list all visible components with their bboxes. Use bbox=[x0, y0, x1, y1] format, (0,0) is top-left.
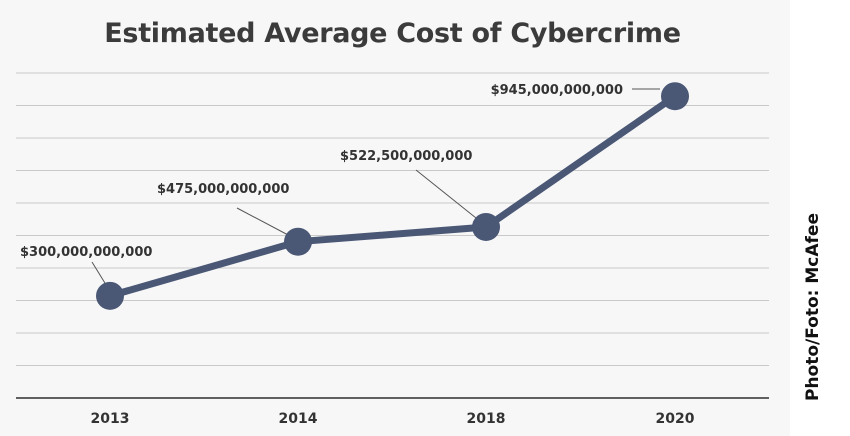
data-labels: $300,000,000,000 $475,000,000,000 $522,500… bbox=[20, 83, 623, 260]
data-point bbox=[284, 227, 312, 256]
x-tick-label: 2014 bbox=[279, 411, 318, 427]
leader-line bbox=[236, 207, 291, 237]
line-chart: 2013 2014 2018 2020 $300,000,000,000 $475,00… bbox=[16, 72, 769, 427]
data-point bbox=[661, 82, 689, 111]
source-credit: Photo/Foto: McAfee bbox=[803, 213, 823, 401]
data-point bbox=[472, 212, 500, 241]
data-label: $945,000,000,000 bbox=[491, 83, 623, 98]
gridlines bbox=[16, 72, 769, 399]
data-label: $475,000,000,000 bbox=[157, 182, 289, 197]
x-axis: 2013 2014 2018 2020 bbox=[91, 411, 695, 427]
x-tick-label: 2020 bbox=[656, 411, 695, 427]
chart-panel: Estimated Average Cost of Cybercrime 201… bbox=[16, 18, 769, 427]
series-line bbox=[106, 92, 679, 300]
data-label: $522,500,000,000 bbox=[340, 149, 472, 164]
leader-line bbox=[415, 169, 477, 219]
data-point bbox=[96, 281, 124, 310]
x-tick-label: 2013 bbox=[91, 411, 130, 427]
series-lines bbox=[106, 92, 679, 300]
chart-title: Estimated Average Cost of Cybercrime bbox=[104, 18, 681, 49]
data-label: $300,000,000,000 bbox=[20, 245, 152, 260]
x-tick-label: 2018 bbox=[467, 411, 506, 427]
data-points bbox=[96, 82, 689, 310]
